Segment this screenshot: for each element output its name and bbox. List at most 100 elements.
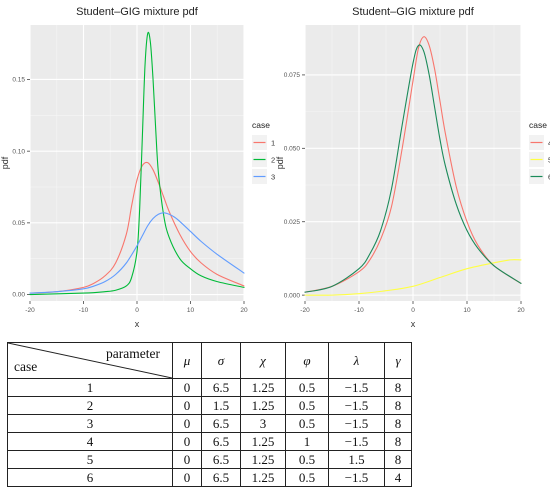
mu-cell: 0 [172,378,202,397]
x-tick-label: 0 [135,307,139,314]
x-tick-label: 0 [411,307,415,314]
series-line-1 [29,161,245,294]
lambda-cell: −1.5 [328,414,385,433]
table-row: 5 0 6.5 1.25 0.5 1.5 8 [7,450,412,469]
phi-cell: 0.5 [285,468,329,487]
y-tick-label: 0.10 [12,148,25,155]
gamma-cell: 8 [384,396,412,415]
x-tick-label: 20 [240,307,248,314]
y-axis-title: pdf [0,156,10,169]
series-line-5 [304,259,522,296]
chart-right: Student–GIG mixture pdf -20 -10 0 10 20 0.000 0… [275,6,550,329]
phi-cell: 1 [285,432,329,451]
header-sigma: σ [201,342,241,379]
charts-area: Student–GIG mixture pdf-20 -10 0 10 200.000.… [0,6,550,329]
y-tick-label: 0.00 [12,292,25,299]
sigma-cell: 6.5 [201,468,241,487]
x-tick-label: -10 [79,307,89,314]
y-tick-label: 0.15 [12,77,25,84]
y-tick-label: 0.050 [284,146,301,153]
legend-label-2: 2 [271,156,275,165]
corner-diagonal [8,343,172,378]
sigma-cell: 6.5 [201,378,241,397]
case-cell: 5 [7,450,173,469]
y-tick-label: 0.025 [284,219,301,226]
mu-cell: 0 [172,468,202,487]
lambda-cell: 1.5 [328,450,385,469]
x-tick-label: -20 [25,307,35,314]
table-row: 2 0 1.5 1.25 0.5 −1.5 8 [7,396,412,415]
x-tick-label: 10 [187,307,195,314]
chi-cell: 1.25 [240,432,286,451]
case-cell: 4 [7,432,173,451]
case-cell: 3 [7,414,173,433]
mu-cell: 0 [172,414,202,433]
corner-parameter-label: parameter [106,346,160,361]
y-axis-title: pdf [275,156,285,169]
phi-cell: 0.5 [285,414,329,433]
chi-cell: 3 [240,414,286,433]
sigma-cell: 6.5 [201,450,241,469]
header-chi: χ [240,342,286,379]
table-row: 3 0 6.5 3 0.5 −1.5 8 [7,414,412,433]
mu-cell: 0 [172,432,202,451]
header-gamma: γ [384,342,412,379]
legend-label-5: 5 [548,156,550,165]
table-header-row: parameter case μ σ χ φ λ γ [7,342,412,379]
y-tick-label: 0.000 [284,292,301,299]
gamma-cell: 8 [384,450,412,469]
chi-cell: 1.25 [240,378,286,397]
series-line-3 [29,212,245,294]
phi-cell: 0.5 [285,450,329,469]
chi-cell: 1.25 [240,450,286,469]
x-tick-label: -20 [300,307,310,314]
case-cell: 2 [7,396,173,415]
x-tick-label: 20 [517,307,525,314]
gamma-cell: 8 [384,378,412,397]
y-tick-label: 0.075 [284,72,301,79]
legend-title: case [252,120,270,130]
mu-cell: 0 [172,450,202,469]
corner-case-label: case [14,359,38,374]
series-line-6 [304,44,522,293]
gamma-cell: 8 [384,414,412,433]
x-tick-label: -10 [354,307,364,314]
x-axis-title: x [135,319,140,329]
chart-left: Student–GIG mixture pdf -20 -10 0 10 20 0.00 0.… [0,6,275,329]
table-corner-cell: parameter case [7,342,173,379]
sigma-cell: 6.5 [201,432,241,451]
phi-cell: 0.5 [285,378,329,397]
parameter-table: parameter case μ σ χ φ λ γ 1 0 6.5 1.25 … [7,342,412,487]
sigma-cell: 1.5 [201,396,241,415]
gamma-cell: 8 [384,432,412,451]
series-line-4 [304,36,522,293]
legend-title: case [529,120,547,130]
phi-cell: 0.5 [285,396,329,415]
series-line-2 [29,31,245,296]
header-mu: μ [172,342,202,379]
chi-cell: 1.25 [240,396,286,415]
x-axis-title: x [411,319,416,329]
lambda-cell: −1.5 [328,432,385,451]
gamma-cell: 4 [384,468,412,487]
table-row: 4 0 6.5 1.25 1 −1.5 8 [7,432,412,451]
lambda-cell: −1.5 [328,378,385,397]
chart-title: Student–GIG mixture pdf [352,6,475,18]
header-lambda: λ [328,342,385,379]
table-row: 1 0 6.5 1.25 0.5 −1.5 8 [7,378,412,397]
case-cell: 6 [7,468,173,487]
mu-cell: 0 [172,396,202,415]
legend-label-4: 4 [548,139,550,148]
case-cell: 1 [7,378,173,397]
sigma-cell: 6.5 [201,414,241,433]
legend-label-1: 1 [271,139,275,148]
table-row: 6 0 6.5 1.25 0.5 −1.5 4 [7,468,412,487]
chi-cell: 1.25 [240,468,286,487]
y-tick-label: 0.05 [12,220,25,227]
x-tick-label: 10 [463,307,471,314]
legend-label-3: 3 [271,173,275,182]
chart-title: Student–GIG mixture pdf [76,6,199,18]
lambda-cell: −1.5 [328,396,385,415]
header-phi: φ [285,342,329,379]
legend-label-6: 6 [548,173,550,182]
